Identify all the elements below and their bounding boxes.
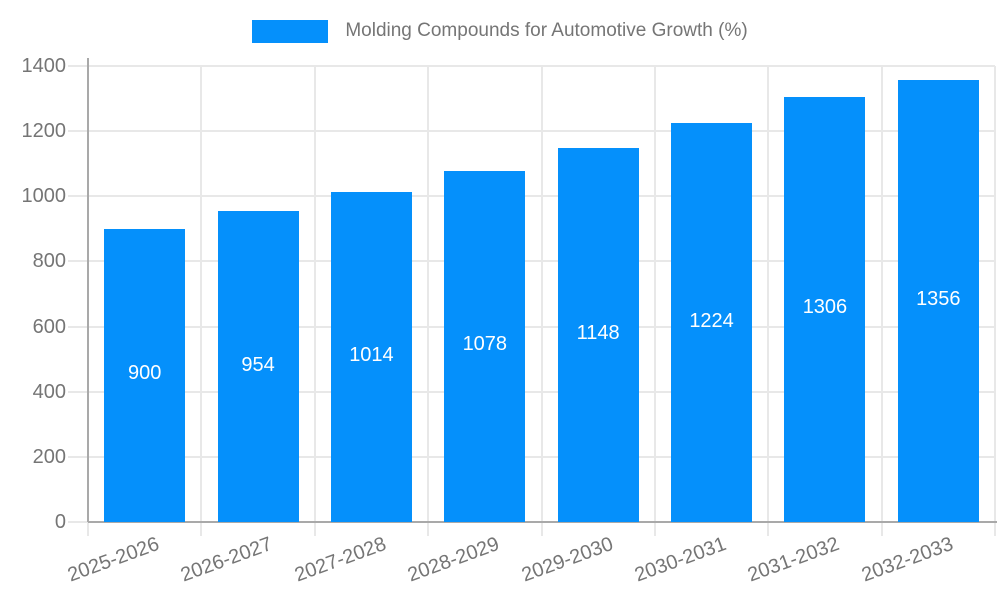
x-tick-label: 2025-2026 bbox=[64, 533, 163, 587]
x-tick-label: 2026-2027 bbox=[178, 533, 276, 587]
bar-value-label: 900 bbox=[128, 362, 162, 385]
y-tick-label: 400 bbox=[32, 380, 66, 403]
y-tick-label: 200 bbox=[32, 445, 66, 468]
bar[interactable] bbox=[557, 148, 639, 522]
bar[interactable] bbox=[784, 96, 866, 522]
bar-value-label: 1148 bbox=[576, 322, 620, 345]
gridline-vertical bbox=[313, 66, 316, 536]
y-axis-line bbox=[87, 58, 89, 522]
bar[interactable] bbox=[104, 228, 186, 522]
gridline-horizontal bbox=[68, 65, 995, 67]
y-tick-label: 1400 bbox=[21, 55, 67, 77]
bar[interactable] bbox=[897, 80, 979, 522]
gridline-vertical bbox=[200, 66, 203, 536]
bar[interactable] bbox=[671, 123, 753, 522]
y-tick-label: 0 bbox=[54, 511, 66, 533]
x-tick-label: 2029-2030 bbox=[518, 533, 616, 587]
legend-label: Molding Compounds for Automotive Growth … bbox=[345, 20, 748, 41]
gridline-vertical bbox=[653, 66, 656, 536]
gridline-horizontal bbox=[68, 195, 995, 198]
gridline-horizontal bbox=[68, 455, 995, 458]
x-tick-label: 2027-2028 bbox=[291, 533, 389, 587]
gridline-horizontal bbox=[68, 260, 995, 263]
bar[interactable] bbox=[330, 191, 412, 522]
y-tick-label: 1000 bbox=[21, 185, 67, 208]
gridline-vertical bbox=[880, 66, 883, 536]
bar-value-label: 1356 bbox=[916, 288, 961, 311]
legend-item[interactable]: Molding Compounds for Automotive Growth … bbox=[0, 12, 1000, 50]
y-tick-label: 600 bbox=[32, 315, 66, 338]
legend-swatch bbox=[252, 19, 329, 43]
bar-value-label: 1306 bbox=[802, 296, 848, 319]
x-tick-label: 2030-2031 bbox=[631, 533, 730, 587]
x-tick-label: 2031-2032 bbox=[745, 533, 843, 587]
bar-value-label: 1014 bbox=[349, 343, 394, 366]
bar-value-label: 1078 bbox=[462, 333, 508, 356]
bar-value-label: 1224 bbox=[689, 309, 734, 332]
gridline-vertical bbox=[540, 66, 543, 536]
bar[interactable] bbox=[444, 170, 526, 522]
x-tick-label: 2032-2033 bbox=[858, 533, 956, 587]
gridline-horizontal bbox=[68, 130, 995, 133]
gridline-horizontal bbox=[68, 325, 995, 328]
gridline-vertical bbox=[767, 66, 770, 536]
bar[interactable] bbox=[217, 211, 299, 522]
y-tick-label: 800 bbox=[32, 250, 66, 273]
gridline-vertical bbox=[994, 66, 996, 536]
bar-value-label: 954 bbox=[241, 353, 275, 376]
gridline-horizontal bbox=[68, 390, 995, 393]
gridline-vertical bbox=[427, 66, 430, 536]
x-axis-line bbox=[88, 521, 997, 523]
x-tick-label: 2028-2029 bbox=[404, 533, 503, 587]
y-tick-label: 1200 bbox=[21, 120, 67, 143]
